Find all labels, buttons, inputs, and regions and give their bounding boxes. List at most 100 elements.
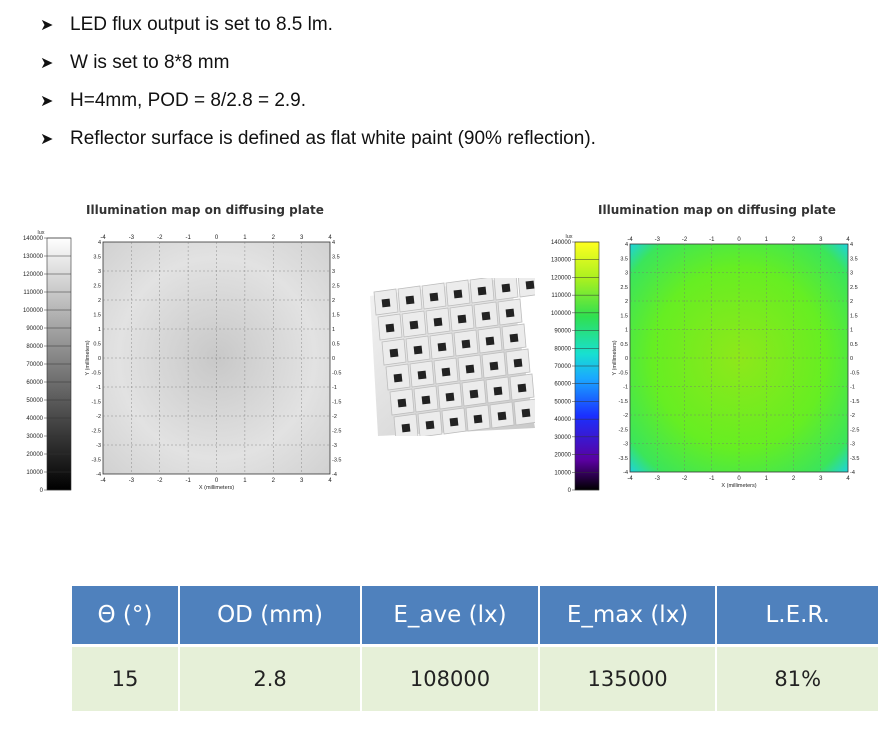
y-tick-label-right: 0.5 (850, 342, 858, 348)
y-tick-label-left: -1 (623, 385, 628, 391)
y-tick-label-right: -3.5 (850, 456, 859, 462)
colorbar-tick-label: 130000 (23, 254, 44, 260)
bullet-list: ➤ LED flux output is set to 8.5 lm. ➤ W … (30, 6, 860, 158)
y-tick-label-right: -0.5 (850, 370, 859, 376)
led-chip (433, 317, 443, 327)
y-tick-label-left: -1.5 (619, 399, 628, 405)
colorbar-tick-label: 40000 (26, 416, 43, 422)
led-chip (505, 308, 515, 318)
led-chip (397, 398, 407, 408)
y-axis-label: Y (millimeters) (85, 340, 91, 375)
header-e-ave: E_ave (lx) (362, 586, 540, 647)
x-tick-label-bottom: -3 (655, 476, 661, 482)
y-tick-label-right: 2.5 (332, 284, 340, 290)
y-tick-label-left: -1 (96, 385, 101, 391)
y-tick-label-left: -0.5 (619, 370, 628, 376)
led-chip (461, 339, 471, 349)
y-tick-label-left: 0 (625, 356, 628, 362)
arrowhead-bullet-icon: ➤ (40, 17, 54, 34)
y-tick-label-right: -4 (850, 470, 855, 476)
y-tick-label-left: 1.5 (620, 313, 628, 319)
y-tick-label-right: -1.5 (332, 400, 341, 406)
led-chip (521, 408, 531, 418)
y-tick-label-left: -0.5 (92, 371, 101, 377)
led-chip (405, 295, 415, 305)
x-tick-label-bottom: 3 (819, 476, 823, 482)
y-tick-label-left: -3.5 (92, 458, 101, 464)
x-tick-label-top: -2 (682, 237, 688, 243)
y-tick-label-left: -3 (96, 443, 101, 449)
y-tick-label-right: 0.5 (332, 342, 340, 348)
y-tick-label-right: -3.5 (332, 458, 341, 464)
colorbar-tick-label: 80000 (26, 344, 43, 350)
colorbar-tick-label: 30000 (554, 435, 571, 441)
bullet-text: LED flux output is set to 8.5 lm. (70, 14, 333, 35)
led-chip (477, 286, 487, 296)
x-tick-label-bottom: -1 (709, 476, 715, 482)
y-tick-label-left: 0.5 (620, 342, 628, 348)
x-tick-label-top: -4 (100, 235, 106, 241)
led-chip (409, 320, 419, 330)
y-tick-label-right: -3 (850, 442, 855, 448)
arrowhead-bullet-icon: ➤ (40, 131, 54, 148)
y-tick-label-right: 1 (850, 328, 853, 334)
header-theta: Θ (°) (72, 586, 180, 647)
y-tick-label-right: -3 (332, 443, 337, 449)
y-tick-label-right: 2 (332, 298, 335, 304)
colorbar-tick-label: 130000 (551, 258, 572, 264)
led-chip (497, 411, 507, 421)
y-tick-label-right: 3.5 (850, 256, 858, 262)
y-tick-label-right: -2 (332, 414, 337, 420)
led-chip (449, 417, 459, 427)
y-tick-label-right: 3 (850, 271, 853, 277)
y-tick-label-right: 1.5 (850, 313, 858, 319)
colorbar-tick-label: 110000 (23, 290, 43, 296)
header-e-max: E_max (lx) (539, 586, 718, 647)
led-chip (489, 361, 499, 371)
x-tick-label-top: -1 (709, 237, 715, 243)
colorbar-tick-label: 70000 (26, 362, 43, 368)
x-axis-label: X (millimeters) (199, 485, 234, 491)
colorbar (574, 241, 600, 491)
colorbar-tick-label: 50000 (26, 398, 43, 404)
y-tick-label-left: -4 (96, 472, 101, 478)
colorbar-tick-label: 60000 (554, 382, 571, 388)
led-chip (429, 292, 439, 302)
bullet-item: ➤ W is set to 8*8 mm (30, 44, 860, 82)
x-tick-label-bottom: 2 (272, 478, 276, 484)
y-axis-label: Y (millimeters) (612, 340, 618, 375)
y-tick-label-right: 0 (850, 356, 853, 362)
x-tick-label-top: 0 (215, 235, 219, 241)
led-chip (393, 373, 403, 383)
left-map-title: Illumination map on diffusing plate (86, 203, 324, 217)
x-tick-label-top: 0 (737, 237, 741, 243)
arrowhead-bullet-icon: ➤ (40, 55, 54, 72)
y-tick-label-right: 4 (850, 242, 853, 248)
colorbar-tick-label: 50000 (554, 399, 571, 405)
x-tick-label-bottom: -2 (682, 476, 688, 482)
x-tick-label-bottom: -4 (100, 478, 106, 484)
led-chip (389, 348, 399, 358)
led-chip (469, 389, 479, 399)
y-tick-label-left: -2.5 (92, 429, 101, 435)
colorbar-tick-label: 120000 (23, 272, 44, 278)
led-chip (465, 364, 475, 374)
x-tick-label-top: 2 (272, 235, 276, 241)
x-tick-label-top: 4 (328, 235, 332, 241)
y-tick-label-left: 2.5 (620, 285, 628, 291)
x-tick-label-bottom: 2 (792, 476, 796, 482)
y-tick-label-right: 3 (332, 269, 335, 275)
x-tick-label-bottom: 3 (300, 478, 304, 484)
led-chip (517, 383, 527, 393)
x-tick-label-top: 1 (243, 235, 247, 241)
y-tick-label-right: -1 (850, 385, 855, 391)
bullet-text: Reflector surface is defined as flat whi… (70, 128, 596, 149)
y-tick-label-right: 2 (850, 299, 853, 305)
led-chip (413, 345, 423, 355)
colorbar-tick-label: 0 (40, 488, 44, 494)
colorbar-tick-label: 10000 (26, 470, 43, 476)
y-tick-label-right: 1 (332, 327, 335, 333)
bullet-item: ➤ Reflector surface is defined as flat w… (30, 120, 860, 158)
x-tick-label-bottom: 0 (737, 476, 741, 482)
y-tick-label-left: 1 (98, 327, 101, 333)
